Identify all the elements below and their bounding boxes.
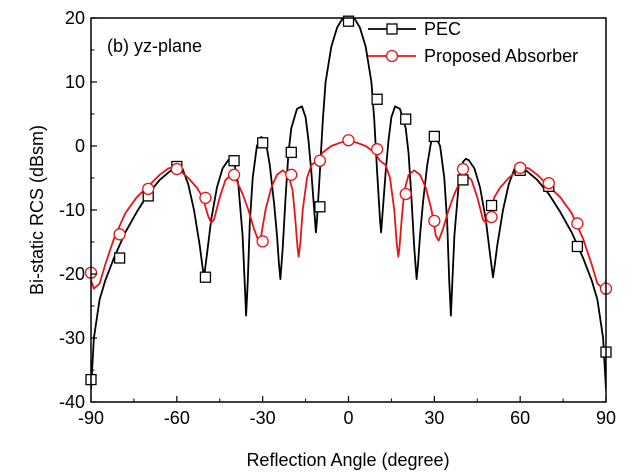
- legend: PEC Proposed Absorber: [368, 19, 578, 66]
- proposed-absorber-point: [456, 162, 470, 176]
- y-axis: -40 -30 -20 -10 0 10 20: [59, 8, 97, 412]
- x-tick-label: 90: [596, 408, 616, 428]
- x-tick-label: 30: [424, 408, 444, 428]
- legend-swatch-marker: [386, 23, 398, 35]
- proposed-absorber-point: [113, 228, 126, 241]
- pec-point: [571, 240, 584, 253]
- proposed-absorber-line: [91, 139, 606, 290]
- proposed-absorber-point: [571, 217, 584, 230]
- y-tick-label: 10: [65, 72, 85, 92]
- x-axis: -90 -60 -30 0 30 60 90: [78, 396, 616, 428]
- y-tick-label: 0: [75, 136, 85, 156]
- x-tick-label: -60: [164, 408, 190, 428]
- proposed-absorber-point: [227, 168, 241, 181]
- proposed-absorber-point: [428, 214, 441, 228]
- plot-frame: [90, 17, 607, 403]
- pec-point: [228, 155, 240, 167]
- proposed-absorber-point: [514, 161, 527, 174]
- legend-label: Proposed Absorber: [424, 46, 578, 66]
- plane-annotation: (b) yz-plane: [107, 36, 202, 56]
- pec-point: [314, 201, 326, 213]
- proposed-absorber-point: [256, 235, 269, 248]
- pec-point: [113, 252, 126, 264]
- x-axis-title: Reflection Angle (degree): [246, 450, 449, 470]
- pec-point: [400, 113, 412, 125]
- y-tick-label: 20: [65, 8, 85, 28]
- pec-point: [428, 130, 440, 143]
- pec-point: [342, 15, 355, 27]
- proposed-absorber-point: [485, 210, 498, 224]
- proposed-absorber-point: [170, 162, 183, 176]
- pec-point: [199, 271, 212, 283]
- y-tick-label: -40: [59, 392, 85, 412]
- proposed-absorber-point: [313, 154, 327, 167]
- pec-point: [485, 199, 498, 212]
- proposed-absorber-point: [285, 168, 298, 181]
- legend-label: PEC: [424, 19, 461, 39]
- pec-point: [285, 146, 297, 159]
- x-tick-label: -90: [78, 408, 104, 428]
- y-axis-title: Bi-static RCS (dBsm): [27, 125, 47, 295]
- x-tick-label: 60: [510, 408, 530, 428]
- proposed-absorber-point: [199, 191, 212, 204]
- proposed-absorber-point: [542, 176, 555, 190]
- proposed-absorber-point: [342, 134, 355, 147]
- series-curves: [91, 18, 606, 390]
- y-tick-label: -30: [59, 328, 85, 348]
- proposed-absorber-point: [142, 182, 155, 196]
- x-tick-label: 0: [343, 408, 353, 428]
- y-tick-label: -20: [59, 264, 85, 284]
- proposed-absorber-point: [370, 143, 384, 156]
- series-markers: [84, 15, 613, 386]
- pec-point: [371, 93, 383, 105]
- pec-point: [457, 174, 469, 186]
- pec-line: [91, 18, 606, 390]
- proposed-absorber-point: [399, 187, 412, 201]
- y-tick-label: -10: [59, 200, 85, 220]
- x-tick-label: -30: [250, 408, 276, 428]
- pec-point: [257, 137, 269, 149]
- legend-swatch-marker: [385, 49, 399, 63]
